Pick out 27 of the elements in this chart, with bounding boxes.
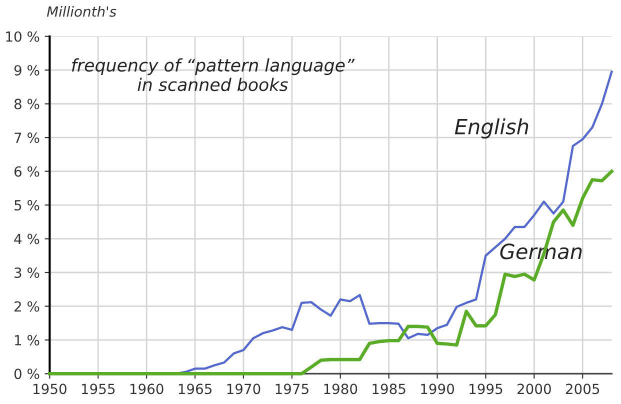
- x-tick-label: 1970: [227, 384, 260, 394]
- y-tick-label: 8 %: [14, 98, 40, 110]
- y-tick-label: 7 %: [14, 132, 40, 144]
- x-tick-label: 1955: [82, 384, 115, 394]
- y-tick-label: 9 %: [14, 65, 40, 76]
- y-axis-title: Millionth's: [46, 6, 116, 17]
- x-tick-label: 1950: [34, 384, 66, 394]
- x-tick-label: 1975: [276, 384, 308, 394]
- y-tick-label: 10 %: [6, 31, 40, 42]
- y-tick-label: 5 %: [14, 200, 40, 211]
- y-tick-label: 1 %: [15, 334, 40, 346]
- x-tick-label: 1960: [130, 384, 164, 394]
- x-tick-label: 1990: [421, 384, 454, 394]
- y-tick-label: 3 %: [14, 267, 40, 278]
- x-tick-label: 2005: [566, 384, 600, 394]
- y-tick-label: 2 %: [14, 301, 40, 312]
- x-tick-label: 1995: [470, 384, 502, 394]
- line-series: [48, 170, 614, 376]
- x-tick-label: 1965: [178, 384, 212, 394]
- x-tick-label: 1980: [324, 384, 358, 394]
- text: frequency of “pattern language” in scanned books: [72, 58, 355, 92]
- text: English: [454, 118, 528, 139]
- y-tick-label: 6 %: [14, 166, 40, 177]
- x-tick-label: 2000: [518, 384, 551, 394]
- y-tick-label: 0 %: [14, 368, 40, 380]
- x-tick-label: 1985: [372, 384, 406, 394]
- y-tick-label: 4 %: [14, 234, 40, 244]
